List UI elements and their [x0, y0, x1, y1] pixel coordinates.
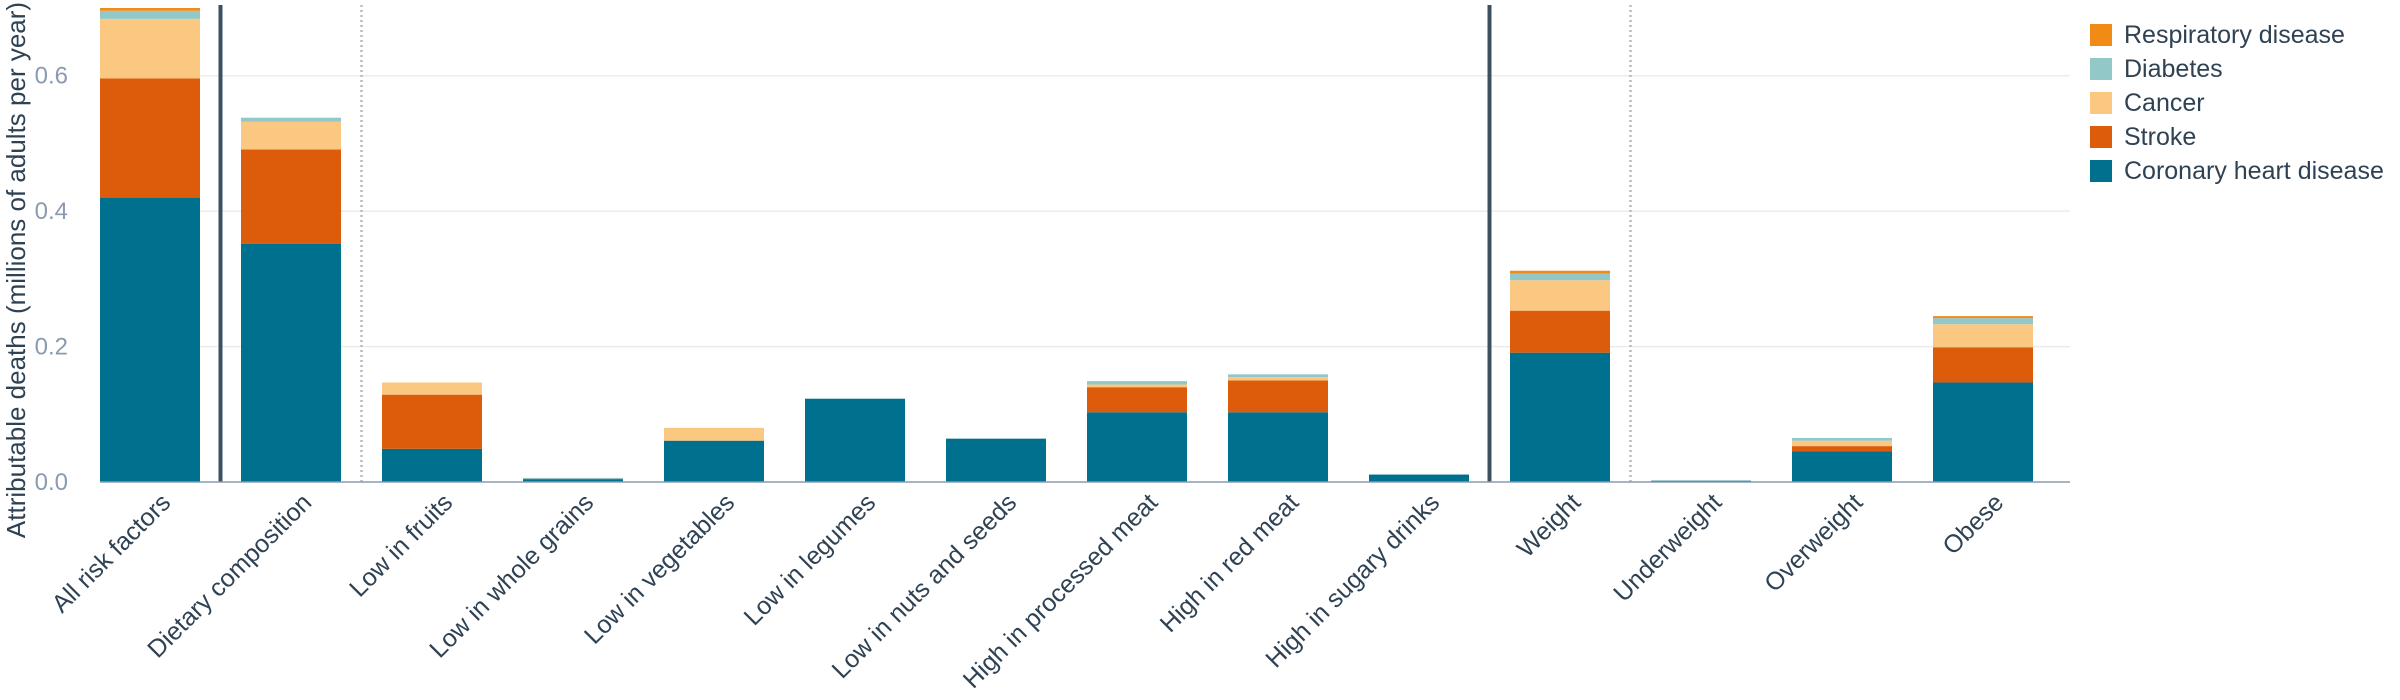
bar-segment-respiratory-disease: [1933, 316, 2033, 319]
legend-swatch: [2090, 92, 2112, 114]
legend-swatch: [2090, 58, 2112, 80]
bar-segment-cancer: [664, 427, 764, 441]
bar-segment-respiratory-disease: [100, 8, 200, 11]
y-axis-ticks: 0.0 0.2 0.4 0.6: [35, 63, 68, 496]
legend-label: Diabetes: [2124, 54, 2223, 83]
bar-segment-cancer: [241, 121, 341, 150]
group-separators: [218, 5, 1632, 482]
bar-segment-cancer: [382, 382, 482, 395]
y-tick-label: 0.0: [35, 469, 68, 496]
bar-segment-diabetes: [1510, 273, 1610, 281]
bar-segment-stroke: [382, 394, 482, 449]
bar-segment-coronary-heart-disease: [100, 197, 200, 482]
legend-item[interactable]: Coronary heart disease: [2090, 154, 2384, 188]
bar-segment-diabetes: [241, 117, 341, 122]
bar-segment-stroke: [1933, 347, 2033, 383]
bar-segment-stroke: [1510, 310, 1610, 353]
legend-label: Cancer: [2124, 88, 2205, 117]
y-tick-label: 0.4: [35, 198, 68, 225]
bar-segment-coronary-heart-disease: [241, 243, 341, 482]
gridlines: [100, 74, 2070, 348]
bar-segment-coronary-heart-disease: [1933, 382, 2033, 482]
bar-segment-stroke: [1792, 446, 1892, 452]
bar-segment-stroke: [523, 478, 623, 480]
bar-segment-stroke: [1087, 387, 1187, 413]
bar-segment-stroke: [1228, 380, 1328, 413]
legend-swatch: [2090, 126, 2112, 148]
x-tick-label: All risk factors: [46, 488, 176, 618]
x-tick-label: Low in legumes: [739, 488, 882, 631]
bar-segment-coronary-heart-disease: [1087, 412, 1187, 482]
legend-label: Stroke: [2124, 122, 2197, 151]
bar-segment-coronary-heart-disease: [1228, 412, 1328, 482]
legend-item[interactable]: Cancer: [2090, 86, 2384, 120]
bar-segment-cancer: [1510, 280, 1610, 311]
legend-label: Respiratory disease: [2124, 20, 2345, 49]
bar-segment-coronary-heart-disease: [946, 438, 1046, 482]
x-tick-label: Obese: [1937, 488, 2009, 560]
bar-segment-coronary-heart-disease: [805, 398, 905, 482]
legend-item[interactable]: Diabetes: [2090, 52, 2384, 86]
bar-segment-cancer: [1933, 324, 2033, 348]
bar-segment-respiratory-disease: [1510, 270, 1610, 274]
bar-segment-cancer: [100, 18, 200, 79]
legend-item[interactable]: Respiratory disease: [2090, 18, 2384, 52]
bar-segment-diabetes: [1933, 318, 2033, 325]
bar-segment-coronary-heart-disease: [1369, 474, 1469, 482]
bar-segment-cancer: [1087, 384, 1187, 388]
bar-segment-coronary-heart-disease: [1510, 352, 1610, 482]
bar-segment-diabetes: [1087, 381, 1187, 385]
y-tick-label: 0.2: [35, 334, 68, 361]
legend-label: Coronary heart disease: [2124, 156, 2384, 185]
legend-item[interactable]: Stroke: [2090, 120, 2384, 154]
legend-swatch: [2090, 24, 2112, 46]
chart-legend: Respiratory disease Diabetes Cancer Stroke C…: [2090, 18, 2384, 188]
y-axis-label: Attributable deaths (millions of adults …: [1, 2, 31, 538]
y-tick-label: 0.6: [35, 63, 68, 90]
bar-segment-stroke: [241, 149, 341, 244]
x-tick-label: Underweight: [1608, 488, 1727, 607]
x-tick-label: Low in fruits: [344, 488, 458, 602]
bars: [100, 8, 2033, 482]
bar-segment-cancer: [1228, 377, 1328, 381]
legend-swatch: [2090, 160, 2112, 182]
bar-segment-coronary-heart-disease: [523, 479, 623, 482]
x-tick-label: Overweight: [1759, 488, 1868, 597]
bar-segment-diabetes: [1228, 374, 1328, 378]
x-tick-label: Low in vegetables: [579, 488, 740, 649]
bar-segment-diabetes: [523, 477, 623, 479]
bar-segment-coronary-heart-disease: [382, 448, 482, 482]
bar-segment-stroke: [100, 78, 200, 198]
bar-segment-diabetes: [1792, 437, 1892, 441]
x-tick-label: Weight: [1512, 488, 1587, 563]
bar-segment-diabetes: [100, 10, 200, 19]
x-tick-label: High in red meat: [1155, 488, 1305, 638]
bar-segment-coronary-heart-disease: [664, 440, 764, 482]
bar-segment-cancer: [1792, 440, 1892, 447]
bar-segment-coronary-heart-disease: [1792, 451, 1892, 482]
